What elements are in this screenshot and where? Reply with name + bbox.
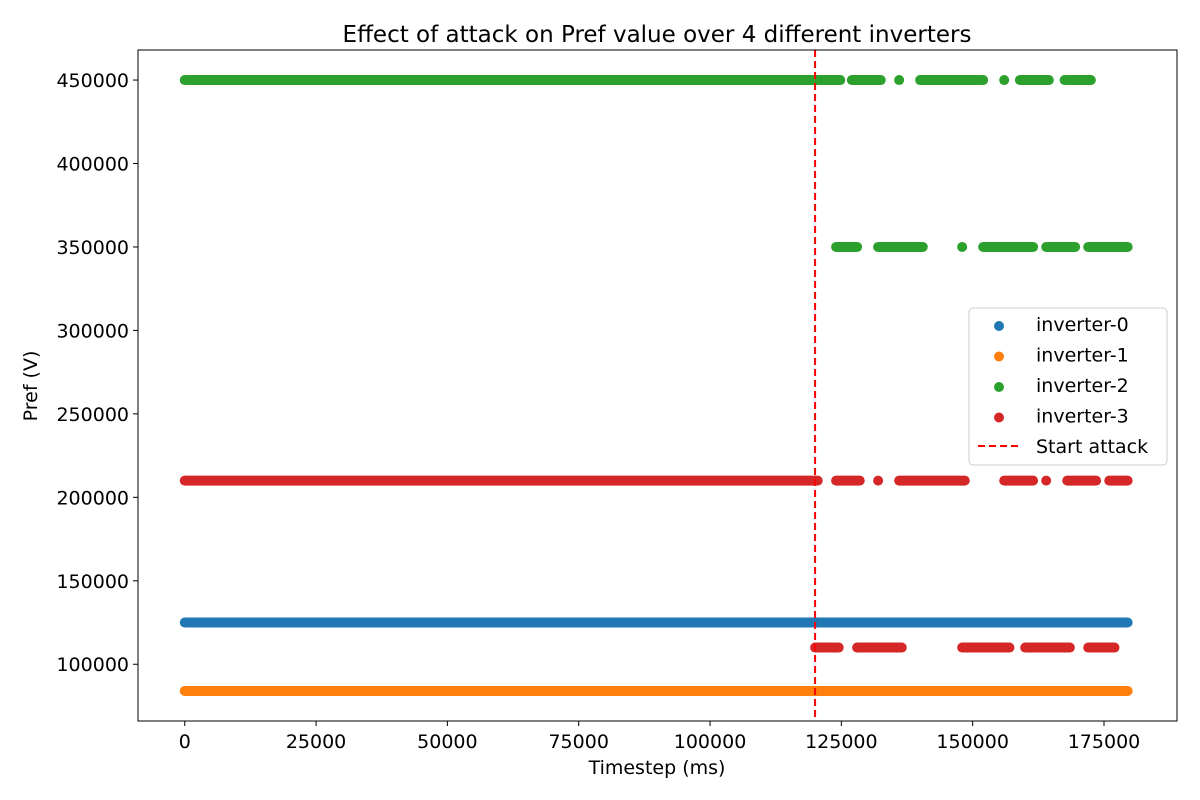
data-run-inverter-3-9	[852, 642, 907, 653]
x-axis-label: Timestep (ms)	[588, 757, 726, 779]
legend-label-inverter-1: inverter-1	[1036, 345, 1129, 367]
data-run-inverter-3-0	[179, 475, 823, 486]
y-tick-label: 150000	[56, 571, 129, 593]
x-tick-label: 100000	[674, 731, 747, 753]
data-run-inverter-3-6	[1062, 475, 1102, 486]
y-tick-label: 350000	[56, 237, 129, 259]
y-tick-label: 300000	[56, 320, 129, 342]
y-axis-label: Pref (V)	[20, 351, 42, 422]
data-run-inverter-2-1	[846, 75, 886, 86]
x-tick-label: 150000	[936, 731, 1009, 753]
data-run-inverter-2-7	[831, 241, 863, 252]
plot-area	[179, 50, 1133, 721]
x-tick-label: 50000	[417, 731, 477, 753]
legend-marker-inverter-3	[994, 412, 1004, 423]
legend-marker-inverter-0	[994, 321, 1004, 331]
legend-marker-inverter-1	[994, 351, 1004, 362]
legend-label-inverter-3: inverter-3	[1036, 406, 1129, 428]
data-run-inverter-0-0	[179, 617, 1133, 628]
data-run-inverter-3-7	[1104, 475, 1133, 486]
data-run-inverter-3-11	[1020, 642, 1075, 653]
series-inverter-0	[179, 617, 1133, 628]
data-run-inverter-3-4	[999, 475, 1039, 486]
x-tick-label: 25000	[286, 731, 346, 753]
data-run-inverter-3-5	[1041, 475, 1052, 486]
data-run-inverter-2-8	[873, 241, 928, 252]
x-tick-label: 175000	[1068, 731, 1141, 753]
data-run-inverter-2-4	[999, 75, 1010, 86]
plot-frame	[137, 49, 1178, 722]
y-tick-label: 450000	[56, 70, 129, 92]
data-run-inverter-2-0	[179, 75, 846, 86]
series-inverter-2	[179, 75, 1133, 252]
data-run-inverter-1-0	[179, 685, 1133, 696]
y-tick-label: 250000	[56, 404, 129, 426]
chart-title: Effect of attack on Pref value over 4 di…	[343, 22, 972, 48]
legend-label-inverter-2: inverter-2	[1036, 375, 1129, 397]
axis-ticks: 0 25000 50000 75000 100000 125000 150000 175000…	[56, 70, 1140, 753]
legend-label-start-attack: Start attack	[1036, 436, 1148, 458]
data-run-inverter-2-3	[915, 75, 989, 86]
data-run-inverter-2-11	[1041, 241, 1081, 252]
series-inverter-3	[179, 475, 1133, 653]
data-run-inverter-2-10	[978, 241, 1039, 252]
data-run-inverter-3-3	[894, 475, 970, 486]
legend: inverter-0 inverter-1 inverter-2 inverter-3…	[968, 307, 1168, 466]
data-run-inverter-3-10	[957, 642, 1015, 653]
data-run-inverter-2-6	[1059, 75, 1096, 86]
x-tick-label: 125000	[805, 731, 878, 753]
legend-box	[968, 307, 1168, 466]
series-inverter-1	[179, 685, 1133, 696]
data-run-inverter-2-9	[957, 241, 968, 252]
x-tick-label: 0	[179, 731, 191, 753]
data-run-inverter-2-5	[1014, 75, 1054, 86]
data-run-inverter-3-12	[1083, 642, 1120, 653]
data-run-inverter-2-2	[894, 75, 905, 86]
data-run-inverter-3-1	[831, 475, 865, 486]
y-tick-label: 400000	[56, 154, 129, 176]
data-run-inverter-2-12	[1083, 241, 1133, 252]
data-run-inverter-3-8	[810, 642, 844, 653]
y-tick-label: 200000	[56, 487, 129, 509]
legend-label-inverter-0: inverter-0	[1036, 314, 1129, 336]
data-run-inverter-3-2	[873, 475, 884, 486]
y-tick-label: 100000	[56, 654, 129, 676]
x-tick-label: 75000	[548, 731, 608, 753]
legend-marker-inverter-2	[994, 382, 1004, 392]
